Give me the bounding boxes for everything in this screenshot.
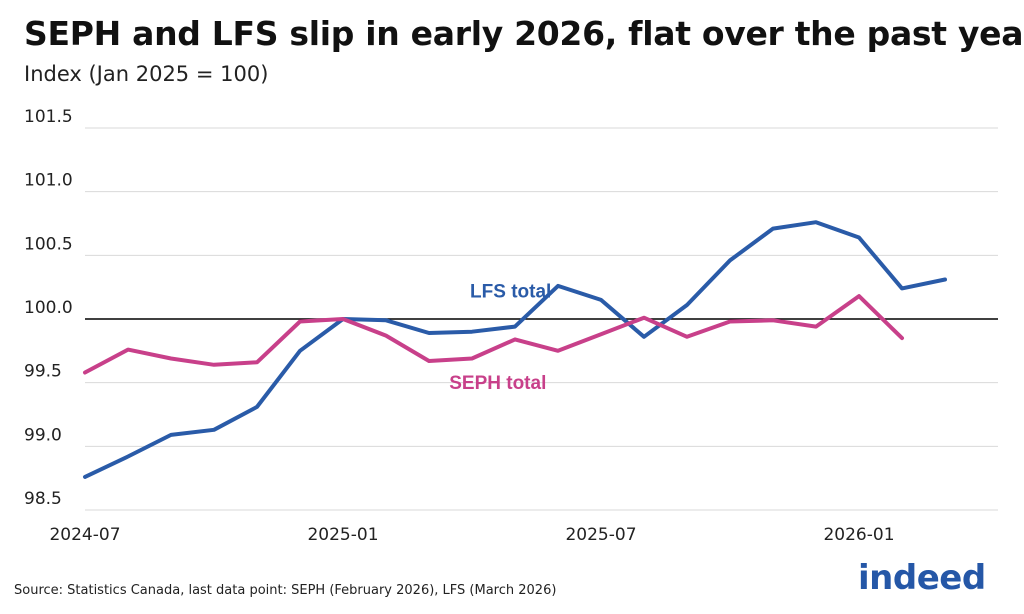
x-tick-label: 2025-01 — [307, 525, 378, 545]
y-tick-label: 100.5 — [24, 234, 73, 254]
indeed-logo: indeed — [858, 558, 986, 598]
series-labels: LFS total SEPH total — [449, 281, 551, 394]
chart-subtitle: Index (Jan 2025 = 100) — [24, 62, 269, 86]
x-tick-label: 2025-07 — [565, 525, 636, 545]
line-chart: 98.5 99.0 99.5 100.0 100.5 101.0 101.5 2024-07… — [24, 107, 998, 545]
chart-title: SEPH and LFS slip in early 2026, flat ov… — [24, 14, 1024, 53]
y-tick-label: 101.5 — [24, 107, 73, 127]
y-axis-ticks: 98.5 99.0 99.5 100.0 100.5 101.0 101.5 — [24, 107, 73, 509]
y-tick-label: 100.0 — [24, 298, 73, 318]
series-line-lfs-total — [83, 220, 947, 479]
y-tick-label: 99.0 — [24, 425, 62, 445]
series-lines — [83, 220, 947, 479]
y-tick-label: 101.0 — [24, 171, 73, 191]
series-line-seph-total — [83, 294, 904, 375]
x-tick-label: 2024-07 — [49, 525, 120, 545]
y-tick-label: 98.5 — [24, 489, 62, 509]
series-label-seph-total: SEPH total — [449, 373, 546, 394]
x-axis-ticks: 2024-07 2025-01 2025-07 2026-01 — [49, 525, 894, 545]
gridlines — [85, 127, 998, 511]
series-label-lfs-total: LFS total — [470, 281, 551, 302]
x-tick-label: 2026-01 — [823, 525, 894, 545]
y-tick-label: 99.5 — [24, 362, 62, 382]
source-note: Source: Statistics Canada, last data poi… — [14, 583, 557, 598]
